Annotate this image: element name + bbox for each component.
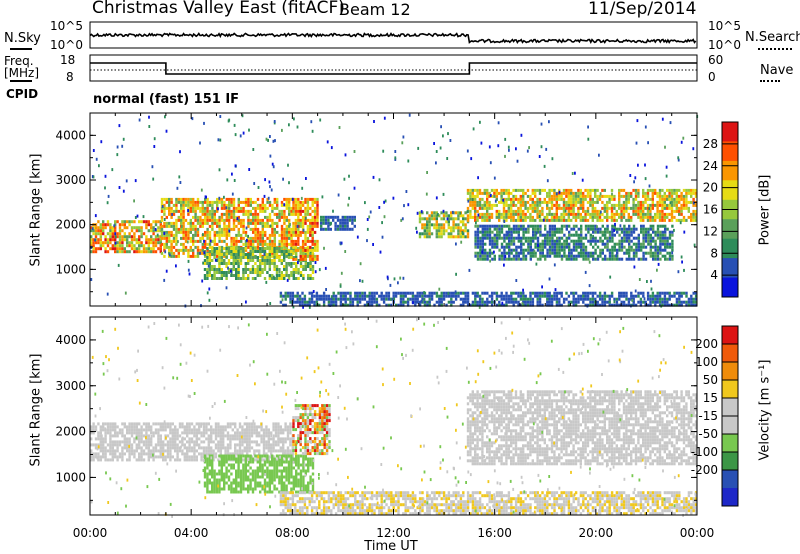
velocity-colorbar-swatch-5	[722, 416, 738, 435]
nave-label: Nave	[760, 63, 794, 78]
power-colorbar-swatch-5	[722, 219, 738, 240]
velocity-colorbar-swatch-8	[722, 470, 738, 489]
power-feature-0	[90, 220, 162, 254]
velocity-feature-4	[279, 491, 698, 516]
power-panel: 1000 2000 3000 4000	[55, 112, 699, 309]
power-colorbar-label-4: 20	[703, 181, 718, 195]
velocity-colorbar-label-1: 100	[695, 355, 718, 369]
power-colorbar-swatch-7	[722, 258, 738, 278]
velocity-ytick-label-0: 1000	[55, 470, 86, 484]
freq-frame	[89, 54, 698, 82]
velocity-colorbar-label-3: 15	[703, 391, 718, 405]
power-ytick-label-2: 3000	[55, 173, 86, 187]
velocity-colorbar-label-7: -200	[691, 463, 718, 477]
nave-legend-line	[760, 80, 780, 82]
plot-title: Christmas Valley East (fitACF)	[92, 0, 345, 18]
power-colorbar-swatch-2	[722, 160, 738, 181]
freq-label: Freq.	[4, 54, 34, 68]
velocity-colorbar-label-4: -15	[698, 409, 718, 423]
velocity-feature-3	[466, 390, 698, 466]
power-colorbar-swatch-0	[722, 122, 738, 142]
velocity-ytick-label-3: 4000	[55, 333, 86, 347]
velocity-ytick-label-1: 2000	[55, 425, 86, 439]
power-colorbar-swatch-3	[722, 180, 738, 201]
power-colorbar-swatch-6	[722, 238, 738, 259]
nsearch-label: N.Search	[745, 30, 800, 45]
power-colorbar: 4 8 12 16 20 24 28	[703, 121, 739, 298]
nsearch-legend-line	[758, 48, 792, 50]
velocity-colorbar-swatch-1	[722, 344, 738, 363]
freq-strip	[89, 54, 698, 82]
power-colorbar-label-2: 12	[703, 224, 718, 238]
power-colorbar-label-1: 8	[710, 246, 718, 260]
power-data-cells	[90, 113, 699, 309]
nave-tick-top: 60	[708, 53, 724, 67]
power-noise	[90, 113, 699, 309]
power-feature-3	[292, 197, 319, 261]
xaxis-label: Time UT	[364, 539, 418, 554]
power-feature-2	[203, 247, 315, 280]
power-colorbar-label-0: 4	[710, 268, 718, 282]
velocity-ytick-label-2: 3000	[55, 379, 86, 393]
power-feature-6	[466, 188, 698, 222]
nsky-strip	[89, 21, 698, 49]
nsky-tick-bottom: 10^0	[50, 38, 83, 52]
date-label: 11/Sep/2014	[588, 0, 697, 19]
nsky-line	[89, 32, 697, 45]
cpid-label: CPID	[6, 87, 39, 101]
power-feature-5	[418, 211, 470, 239]
velocity-data-cells	[90, 317, 698, 518]
velocity-colorbar-label-2: 50	[703, 373, 718, 387]
power-feature-1	[160, 197, 293, 258]
nsearch-tick-top: 10^5	[708, 19, 741, 33]
xtick-label-6: 00:00	[680, 526, 715, 540]
velocity-colorbar-label-0: 200	[695, 337, 718, 351]
xtick-label-0: 00:00	[73, 526, 108, 540]
velocity-colorbar: 200 100 50 15 -15 -50 -100 -200	[691, 325, 739, 507]
power-feature-7	[474, 224, 674, 261]
velocity-colorbar-swatch-2	[722, 362, 738, 381]
freq-tick-top: 18	[60, 53, 76, 67]
xtick-label-1: 04:00	[174, 526, 209, 540]
power-colorbar-swatch-1	[722, 141, 738, 162]
xtick-label-3: 12:00	[376, 526, 411, 540]
velocity-colorbar-label-5: -50	[698, 427, 718, 441]
freq-legend-line	[10, 80, 32, 82]
velocity-colorbar-swatch-3	[722, 380, 738, 399]
nsky-label: N.Sky	[4, 31, 41, 46]
power-colorbar-label-5: 24	[703, 159, 718, 173]
freq-unit: [MHz]	[4, 66, 40, 80]
velocity-noise	[90, 317, 697, 518]
nsearch-tick-bottom: 10^0	[708, 38, 741, 52]
cpid-value: normal (fast) 151 IF	[93, 92, 240, 107]
power-colorbar-label-3: 16	[703, 203, 718, 217]
velocity-colorbar-swatch-6	[722, 434, 738, 453]
nsky-legend-line	[10, 48, 32, 50]
freq-tick-bottom: 8	[66, 70, 74, 84]
velocity-colorbar-swatch-4	[722, 398, 738, 417]
velocity-colorbar-label-6: -100	[691, 445, 718, 459]
xtick-label-4: 16:00	[477, 526, 512, 540]
power-colorbar-label-6: 28	[703, 137, 718, 151]
velocity-colorbar-swatch-0	[722, 326, 738, 345]
velocity-colorbar-swatch-9	[722, 488, 738, 507]
nsky-tick-top: 10^5	[50, 19, 83, 33]
power-ytick-label-0: 1000	[55, 262, 86, 276]
power-feature-4	[320, 215, 356, 231]
power-ytick-label-1: 2000	[55, 218, 86, 232]
freq-line	[90, 62, 697, 75]
beam-label: Beam 12	[339, 0, 411, 19]
nave-tick-bottom: 0	[708, 70, 716, 84]
power-ytick-label-3: 4000	[55, 128, 86, 142]
xtick-label-5: 20:00	[579, 526, 614, 540]
velocity-panel: 1000 2000 3000 4000 00:00 04:00 08:00 12:00 16:0…	[55, 316, 715, 540]
power-colorbar-swatch-8	[722, 277, 738, 298]
xtick-label-2: 08:00	[275, 526, 310, 540]
velocity-colorbar-swatch-7	[722, 452, 738, 471]
